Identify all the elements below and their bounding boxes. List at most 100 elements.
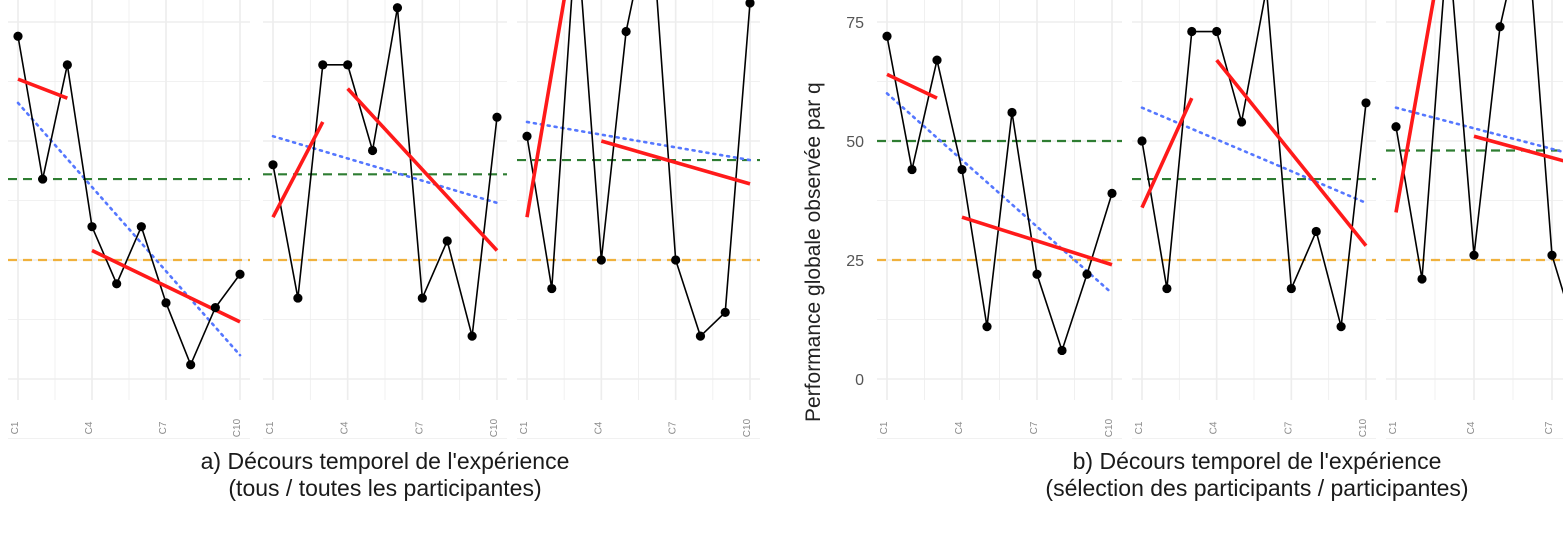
segment-fit-line bbox=[1215, 58, 1368, 247]
x-tick-label: C10 bbox=[489, 418, 500, 437]
data-point bbox=[1336, 322, 1346, 332]
data-point bbox=[1057, 345, 1067, 356]
data-point bbox=[745, 0, 755, 8]
x-tick-label: C7 bbox=[1544, 421, 1555, 434]
x-tick-label: C7 bbox=[668, 421, 679, 434]
chart-a: C1 C4 C7 C10 C1 C4 C7 C10 C1 C4 C7 C10 bbox=[8, 0, 760, 439]
data-point bbox=[907, 164, 917, 175]
data-point bbox=[932, 55, 942, 65]
data-point bbox=[596, 255, 606, 265]
data-point bbox=[442, 236, 452, 246]
series-line bbox=[526, 0, 751, 338]
series-line bbox=[272, 7, 498, 337]
data-point bbox=[343, 60, 353, 70]
trend-line bbox=[271, 134, 499, 205]
x-tick-label: C1 bbox=[519, 421, 530, 434]
data-point bbox=[392, 3, 403, 13]
panel-a-2: C1 C4 C7 C10 bbox=[263, 0, 507, 439]
data-point bbox=[87, 222, 97, 232]
caption-b-title: b) Décours temporel de l'expérience bbox=[1072, 448, 1442, 474]
x-tick-label: C4 bbox=[1209, 421, 1220, 434]
x-tick-label: C4 bbox=[340, 421, 351, 434]
y-tick-label: 25 bbox=[846, 253, 864, 270]
caption-b: b) Décours temporel de l'expérience (sél… bbox=[937, 448, 1563, 502]
data-point bbox=[268, 160, 278, 170]
x-tick-label: C4 bbox=[954, 421, 965, 434]
data-point bbox=[1162, 283, 1172, 294]
data-point bbox=[1137, 136, 1147, 146]
data-point bbox=[367, 145, 378, 156]
x-tick-label: C1 bbox=[1388, 421, 1399, 434]
segment-fit-line bbox=[17, 77, 68, 100]
segment-fit-line bbox=[961, 215, 1113, 267]
x-tick-label: C7 bbox=[1029, 421, 1040, 434]
panel-a-1: C1 C4 C7 C10 bbox=[8, 0, 250, 439]
x-tick-label: C7 bbox=[158, 421, 169, 434]
y-axis-label: Performance globale observée par q bbox=[802, 82, 825, 422]
data-point bbox=[1007, 107, 1017, 118]
segment-fit-line bbox=[1394, 0, 1436, 213]
data-point bbox=[62, 60, 72, 70]
data-point bbox=[318, 60, 328, 70]
data-point bbox=[695, 331, 706, 341]
x-tick-label: C7 bbox=[414, 421, 425, 434]
data-point bbox=[210, 303, 220, 313]
panel-b-2: C1 C4 C7 C10 bbox=[1132, 0, 1376, 439]
x-tick-label: C4 bbox=[84, 421, 95, 434]
data-point bbox=[1107, 188, 1117, 198]
trend-line bbox=[1140, 106, 1368, 205]
data-point bbox=[1236, 117, 1247, 127]
series-line bbox=[886, 36, 1113, 354]
data-point bbox=[161, 298, 171, 308]
x-tick-label: C7 bbox=[1283, 421, 1294, 434]
data-point bbox=[882, 31, 892, 41]
trend-line bbox=[16, 101, 242, 357]
data-point bbox=[547, 283, 557, 294]
data-point bbox=[1032, 269, 1042, 279]
data-point bbox=[522, 131, 532, 141]
x-tick-label: C1 bbox=[265, 421, 276, 434]
data-point bbox=[720, 307, 730, 317]
data-point bbox=[1495, 22, 1505, 32]
data-point bbox=[1187, 26, 1197, 37]
x-tick-label: C10 bbox=[742, 418, 753, 437]
data-point bbox=[1547, 250, 1557, 260]
x-tick-label: C1 bbox=[1134, 421, 1145, 434]
segment-fit-line bbox=[346, 87, 499, 252]
segment-fit-line bbox=[271, 121, 325, 218]
data-point bbox=[1361, 98, 1371, 108]
data-point bbox=[136, 222, 146, 232]
segment-fit-line bbox=[1473, 134, 1563, 163]
data-point bbox=[13, 31, 23, 41]
data-point bbox=[112, 279, 122, 289]
y-tick-label: 0 bbox=[855, 372, 864, 389]
segment-fit-line bbox=[1140, 97, 1194, 209]
caption-a-subtitle: (tous / toutes les participantes) bbox=[228, 475, 542, 501]
x-tick-label: C4 bbox=[593, 421, 604, 434]
data-point bbox=[1391, 122, 1401, 132]
caption-a: a) Décours temporel de l'expérience (tou… bbox=[65, 448, 705, 502]
data-point bbox=[467, 331, 477, 341]
trend-line bbox=[1394, 106, 1563, 154]
data-point bbox=[1469, 250, 1479, 260]
data-point bbox=[1286, 283, 1296, 294]
trend-line bbox=[885, 92, 1114, 295]
caption-b-subtitle: (sélection des participants / participan… bbox=[1045, 475, 1469, 501]
trend-line bbox=[525, 120, 752, 162]
series-line bbox=[1395, 0, 1563, 295]
segment-fit-line bbox=[600, 139, 751, 186]
y-tick-label: 75 bbox=[846, 15, 864, 32]
data-point bbox=[982, 322, 992, 332]
data-point bbox=[1417, 274, 1427, 284]
x-tick-label: C4 bbox=[1466, 421, 1477, 434]
data-point bbox=[186, 360, 196, 370]
data-point bbox=[1082, 269, 1092, 279]
data-point bbox=[1311, 226, 1321, 237]
data-point bbox=[38, 174, 48, 184]
series-line bbox=[17, 36, 241, 367]
x-tick-label: C1 bbox=[879, 421, 890, 434]
data-point bbox=[1212, 26, 1222, 37]
series-line bbox=[1141, 0, 1367, 327]
segment-fit-line bbox=[525, 0, 566, 218]
panel-b-1: C1 C4 C7 C10 bbox=[877, 0, 1122, 439]
